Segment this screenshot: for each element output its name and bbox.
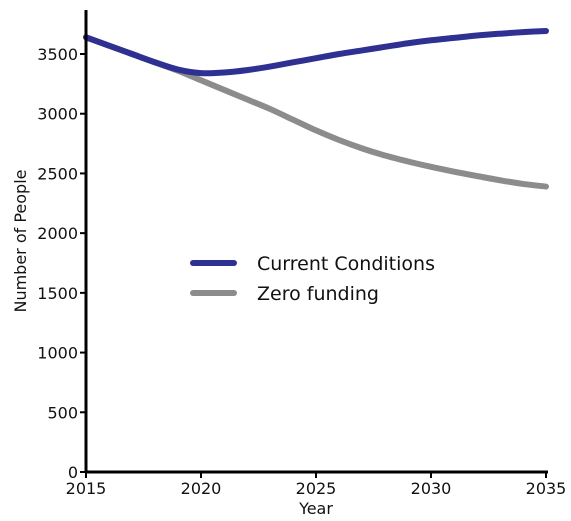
x-tick-label: 2015	[66, 479, 107, 498]
series-layer	[83, 27, 549, 190]
series-line-current-conditions	[83, 27, 549, 77]
y-tick-label: 3000	[37, 105, 78, 124]
legend-label-zero-funding: Zero funding	[257, 283, 379, 305]
ticks-layer: 0 500 1000 1500 2000 2500 3000 3500 2015 2020 2025…	[37, 45, 566, 498]
legend: Current Conditions Zero funding	[190, 253, 435, 305]
axes-layer	[84, 10, 548, 474]
y-tick-label: 2500	[37, 164, 78, 183]
x-axis-title: Year	[298, 499, 333, 518]
x-tick-label: 2020	[181, 479, 222, 498]
y-tick-label: 1000	[37, 344, 78, 363]
y-tick-label: 2000	[37, 224, 78, 243]
y-tick-label: 1500	[37, 284, 78, 303]
x-tick-label: 2035	[526, 479, 567, 498]
x-tick-label: 2030	[411, 479, 452, 498]
y-axis-title: Number of People	[11, 169, 30, 312]
y-tick-label: 3500	[37, 45, 78, 64]
x-tick-label: 2025	[296, 479, 337, 498]
legend-label-current-conditions: Current Conditions	[257, 253, 435, 275]
y-tick-label: 500	[47, 403, 78, 422]
y-tick-label: 0	[68, 463, 78, 482]
